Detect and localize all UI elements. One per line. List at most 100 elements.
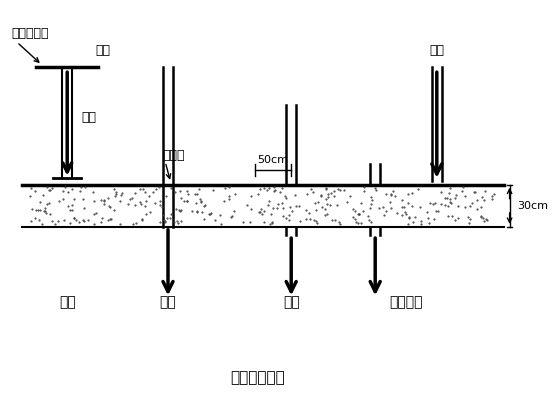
Point xyxy=(60,184,69,191)
Point xyxy=(145,192,154,199)
Point xyxy=(446,200,455,207)
Point xyxy=(68,201,77,208)
Point xyxy=(174,207,183,214)
Point xyxy=(227,214,236,220)
Point xyxy=(204,211,213,218)
Point xyxy=(279,205,288,211)
Point xyxy=(366,201,375,207)
Point xyxy=(267,210,276,217)
Point xyxy=(470,188,479,195)
Point xyxy=(77,184,86,190)
Point xyxy=(313,198,322,205)
Point xyxy=(206,209,215,216)
Point xyxy=(111,191,120,197)
Point xyxy=(30,215,39,222)
Point xyxy=(330,216,339,223)
Point xyxy=(321,185,330,192)
Point xyxy=(155,184,164,191)
Point xyxy=(105,204,114,210)
Point xyxy=(259,207,268,214)
Point xyxy=(99,197,108,204)
Point xyxy=(111,189,120,195)
Point xyxy=(167,211,176,218)
Point xyxy=(151,200,160,207)
Point xyxy=(351,215,360,222)
Point xyxy=(372,186,381,193)
Point xyxy=(38,192,47,199)
Point xyxy=(217,221,226,228)
Point xyxy=(461,193,470,200)
Point xyxy=(467,199,476,206)
Point xyxy=(348,206,357,213)
Point xyxy=(172,218,181,225)
Point xyxy=(329,193,338,200)
Point xyxy=(367,218,376,225)
Point xyxy=(402,210,410,217)
Point xyxy=(45,186,54,193)
Point xyxy=(327,190,336,197)
Point xyxy=(450,217,459,224)
Point xyxy=(78,196,87,203)
Text: 插板作业过程: 插板作业过程 xyxy=(230,370,285,386)
Point xyxy=(325,202,334,208)
Point xyxy=(305,215,314,222)
Point xyxy=(64,202,73,209)
Point xyxy=(263,187,272,194)
Point xyxy=(116,221,125,228)
Point xyxy=(471,189,480,196)
Point xyxy=(255,209,264,216)
Point xyxy=(335,186,344,193)
Text: 砂垫层: 砂垫层 xyxy=(162,149,185,162)
Point xyxy=(398,204,407,211)
Point xyxy=(198,208,207,215)
Point xyxy=(342,199,351,206)
Point xyxy=(71,216,80,223)
Point xyxy=(278,199,287,206)
Point xyxy=(176,207,185,213)
Point xyxy=(399,204,408,210)
Point xyxy=(68,206,77,213)
Text: 30cm: 30cm xyxy=(517,201,548,211)
Point xyxy=(265,220,274,227)
Point xyxy=(380,212,389,218)
Point xyxy=(41,208,50,215)
Point xyxy=(225,184,234,191)
Point xyxy=(125,196,134,202)
Point xyxy=(445,185,454,192)
Point xyxy=(161,219,170,226)
Point xyxy=(110,207,119,213)
Point xyxy=(408,218,417,225)
Point xyxy=(477,214,486,221)
Point xyxy=(173,220,182,226)
Point xyxy=(107,215,116,222)
Point xyxy=(246,192,255,199)
Point xyxy=(141,203,150,210)
Point xyxy=(417,218,426,224)
Point xyxy=(390,192,399,199)
Point xyxy=(276,189,284,195)
Point xyxy=(446,196,455,203)
Point xyxy=(268,205,277,212)
Text: 沉桩: 沉桩 xyxy=(160,295,176,310)
Point xyxy=(230,208,239,215)
Point xyxy=(53,218,62,224)
Point xyxy=(45,187,54,194)
Point xyxy=(481,216,490,223)
Point xyxy=(129,221,138,228)
Point xyxy=(183,198,192,205)
Point xyxy=(371,184,380,191)
Point xyxy=(256,186,265,192)
Point xyxy=(148,189,157,195)
Point xyxy=(48,184,57,191)
Point xyxy=(256,206,265,213)
Text: 剪带移位: 剪带移位 xyxy=(389,295,423,310)
Point xyxy=(115,197,124,204)
Point xyxy=(254,191,263,197)
Text: 套管: 套管 xyxy=(95,44,110,57)
Point xyxy=(436,188,445,195)
Point xyxy=(26,193,35,199)
Point xyxy=(273,204,282,211)
Point xyxy=(130,189,139,196)
Point xyxy=(480,197,489,204)
Text: 50cm: 50cm xyxy=(258,155,288,165)
